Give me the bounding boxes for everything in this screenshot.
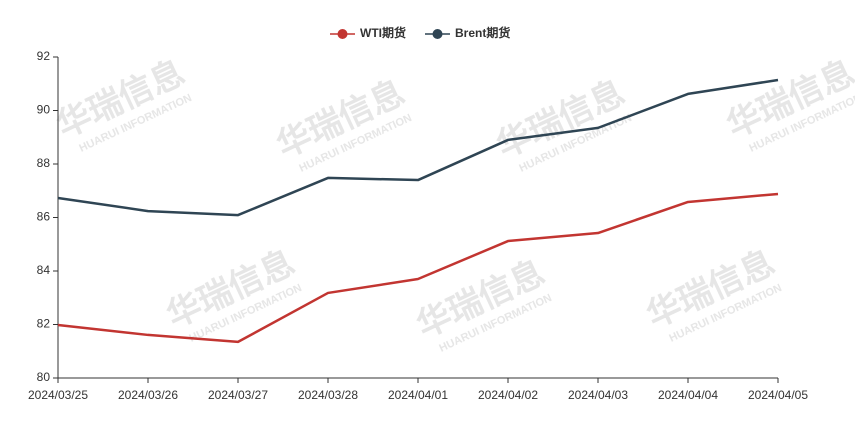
line-series [57,192,779,344]
y-tick-label: 88 [37,156,51,170]
x-tick-label: 2024/03/28 [298,388,358,402]
legend-marker [337,29,348,39]
x-tick-label: 2024/04/02 [478,388,538,402]
x-tick-label: 2024/04/05 [748,388,808,402]
y-tick-label: 84 [37,263,51,277]
y-tick-label: 86 [37,210,51,224]
x-tick-label: 2024/04/01 [388,388,448,402]
y-tick-label: 82 [37,317,51,331]
y-tick-label: 92 [37,49,51,63]
x-tick-label: 2024/03/26 [118,388,178,402]
legend-marker [432,29,443,39]
line-series [57,78,779,217]
x-tick-label: 2024/03/27 [208,388,268,402]
legend-label: WTI期货 [360,25,406,40]
y-tick-label: 80 [37,370,51,384]
y-tick-label: 90 [37,103,51,117]
legend-label: Brent期货 [455,25,510,40]
x-tick-label: 2024/03/25 [28,388,88,402]
x-tick-label: 2024/04/03 [568,388,628,402]
x-tick-label: 2024/04/04 [658,388,718,402]
